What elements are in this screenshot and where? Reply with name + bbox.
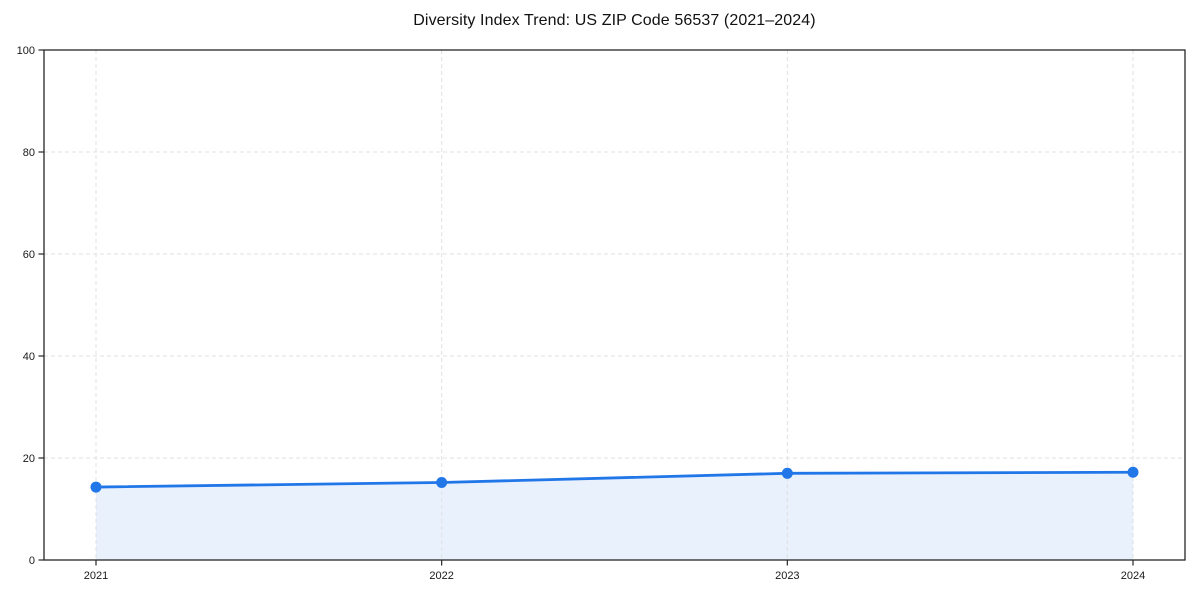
chart-title: Diversity Index Trend: US ZIP Code 56537… — [413, 12, 816, 29]
x-tick-label: 2022 — [429, 570, 453, 582]
y-tick-label: 40 — [23, 351, 35, 363]
x-tick-label: 2021 — [84, 570, 108, 582]
y-tick-label: 100 — [17, 45, 35, 57]
area-fill — [96, 472, 1133, 560]
x-tick-label: 2023 — [775, 570, 799, 582]
y-tick-label: 20 — [23, 453, 35, 465]
data-point-marker — [436, 476, 448, 488]
trend-line — [94, 470, 1135, 489]
y-tick-label: 0 — [29, 555, 35, 567]
data-point-marker — [90, 481, 102, 493]
y-tick-label: 60 — [23, 249, 35, 261]
x-tick-label: 2024 — [1121, 570, 1145, 582]
plot-border — [43, 49, 1186, 561]
data-point-marker — [1127, 466, 1139, 478]
y-tick-label: 80 — [23, 147, 35, 159]
data-point-marker — [781, 467, 793, 479]
